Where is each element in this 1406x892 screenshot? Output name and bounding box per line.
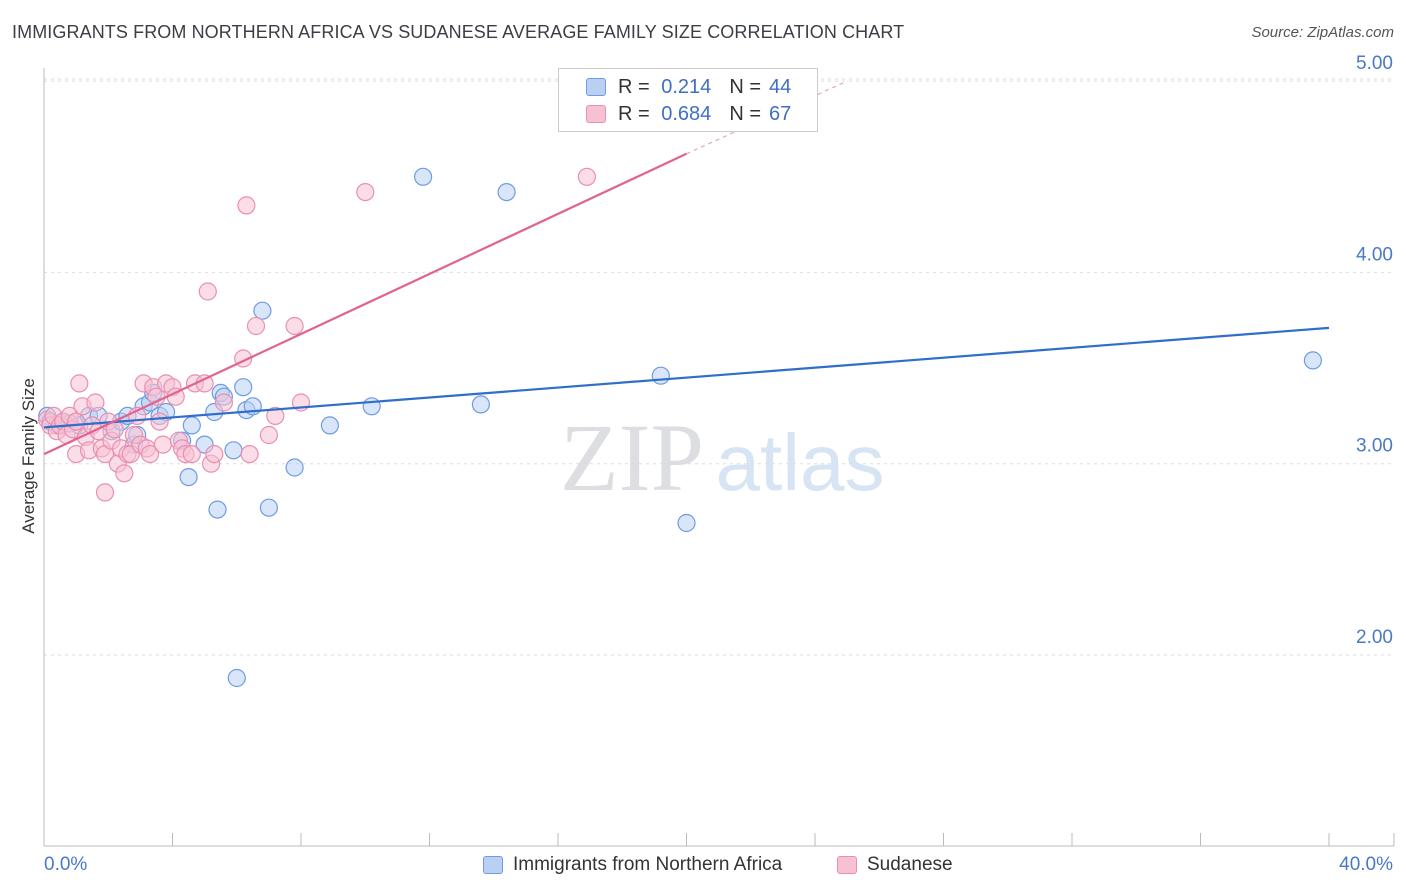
x-tick-label: 40.0% [1339, 854, 1393, 875]
data-point [253, 301, 272, 320]
axes [43, 68, 1395, 847]
watermark-atlas: atlas [716, 418, 885, 507]
data-point [182, 416, 201, 435]
data-point [227, 668, 246, 688]
data-point [95, 483, 115, 502]
data-point [198, 282, 217, 301]
data-point [471, 395, 490, 414]
data-point [234, 378, 253, 397]
legend-n-value: 44 [769, 75, 792, 98]
data-point [362, 397, 381, 416]
bottom-legend-label: Immigrants from Northern Africa [513, 854, 783, 875]
trend-line-northern-africa [43, 326, 1330, 429]
data-point [179, 468, 198, 487]
x-tick-label: 0.0% [44, 854, 87, 875]
data-point [240, 445, 259, 464]
legend-n-value: 67 [769, 102, 792, 125]
data-point [66, 412, 86, 431]
data-point [224, 441, 243, 460]
legend-n-label: N = [729, 102, 761, 125]
data-point [259, 425, 278, 445]
legend-r-value: 0.684 [661, 102, 712, 125]
trend-lines [43, 80, 1330, 456]
data-point [285, 458, 304, 477]
data-point [497, 183, 516, 202]
watermark-zip: ZIP [560, 404, 704, 511]
data-point [140, 445, 160, 464]
data-point [86, 393, 105, 412]
bottom-legend-label: Sudanese [867, 854, 953, 875]
y-tick-label: 2.00 [1356, 627, 1393, 648]
chart-title: IMMIGRANTS FROM NORTHERN AFRICA VS SUDAN… [12, 22, 905, 42]
data-point [214, 393, 233, 412]
legend-swatch-pink [586, 105, 606, 123]
data-point [320, 416, 339, 435]
stats-legend: R = 0.214 N = 44 R = 0.684 N = 67 [558, 68, 818, 132]
y-tick-label: 3.00 [1356, 436, 1393, 457]
legend-n-label: N = [729, 75, 761, 98]
data-point [677, 513, 696, 533]
chart-source: Source: ZipAtlas.com [1251, 24, 1394, 41]
data-point [208, 500, 227, 519]
legend-row-northern-africa: R = 0.214 N = 44 [559, 74, 791, 100]
data-point [651, 366, 670, 385]
data-point [246, 316, 266, 336]
data-point [153, 435, 172, 454]
data-point [1303, 351, 1323, 370]
data-point [577, 167, 597, 186]
data-point [70, 374, 89, 393]
grid-lines [44, 78, 1394, 656]
tick-labels: 2.00 3.00 4.00 5.00 0.0% 40.0% [44, 53, 1393, 875]
legend-r-value: 0.214 [661, 75, 712, 98]
bottom-legend-swatch-blue [483, 856, 503, 874]
legend-r-label: R = [618, 102, 650, 125]
data-point [150, 412, 169, 431]
legend-swatch-blue [586, 78, 606, 96]
bottom-legend-swatch-pink [837, 856, 857, 874]
y-axis-label: Average Family Size [19, 378, 38, 534]
data-point [237, 196, 256, 215]
data-point [285, 316, 304, 336]
data-point [356, 183, 375, 202]
y-tick-label: 4.00 [1356, 244, 1393, 265]
data-point [259, 498, 278, 517]
data-point [266, 406, 285, 425]
bottom-legend-sudanese: Sudanese [837, 852, 953, 878]
bottom-legend-northern-africa: Immigrants from Northern Africa [483, 852, 782, 878]
watermark: ZIP atlas [560, 404, 884, 511]
data-point [115, 464, 134, 483]
y-tick-label: 5.00 [1356, 53, 1393, 74]
data-point [414, 167, 433, 186]
trend-line-sudanese [43, 152, 687, 456]
data-point [205, 445, 224, 464]
data-point [182, 445, 201, 464]
legend-row-sudanese: R = 0.684 N = 67 [559, 101, 791, 127]
legend-r-label: R = [618, 75, 650, 98]
series-sudanese-points [38, 167, 597, 502]
